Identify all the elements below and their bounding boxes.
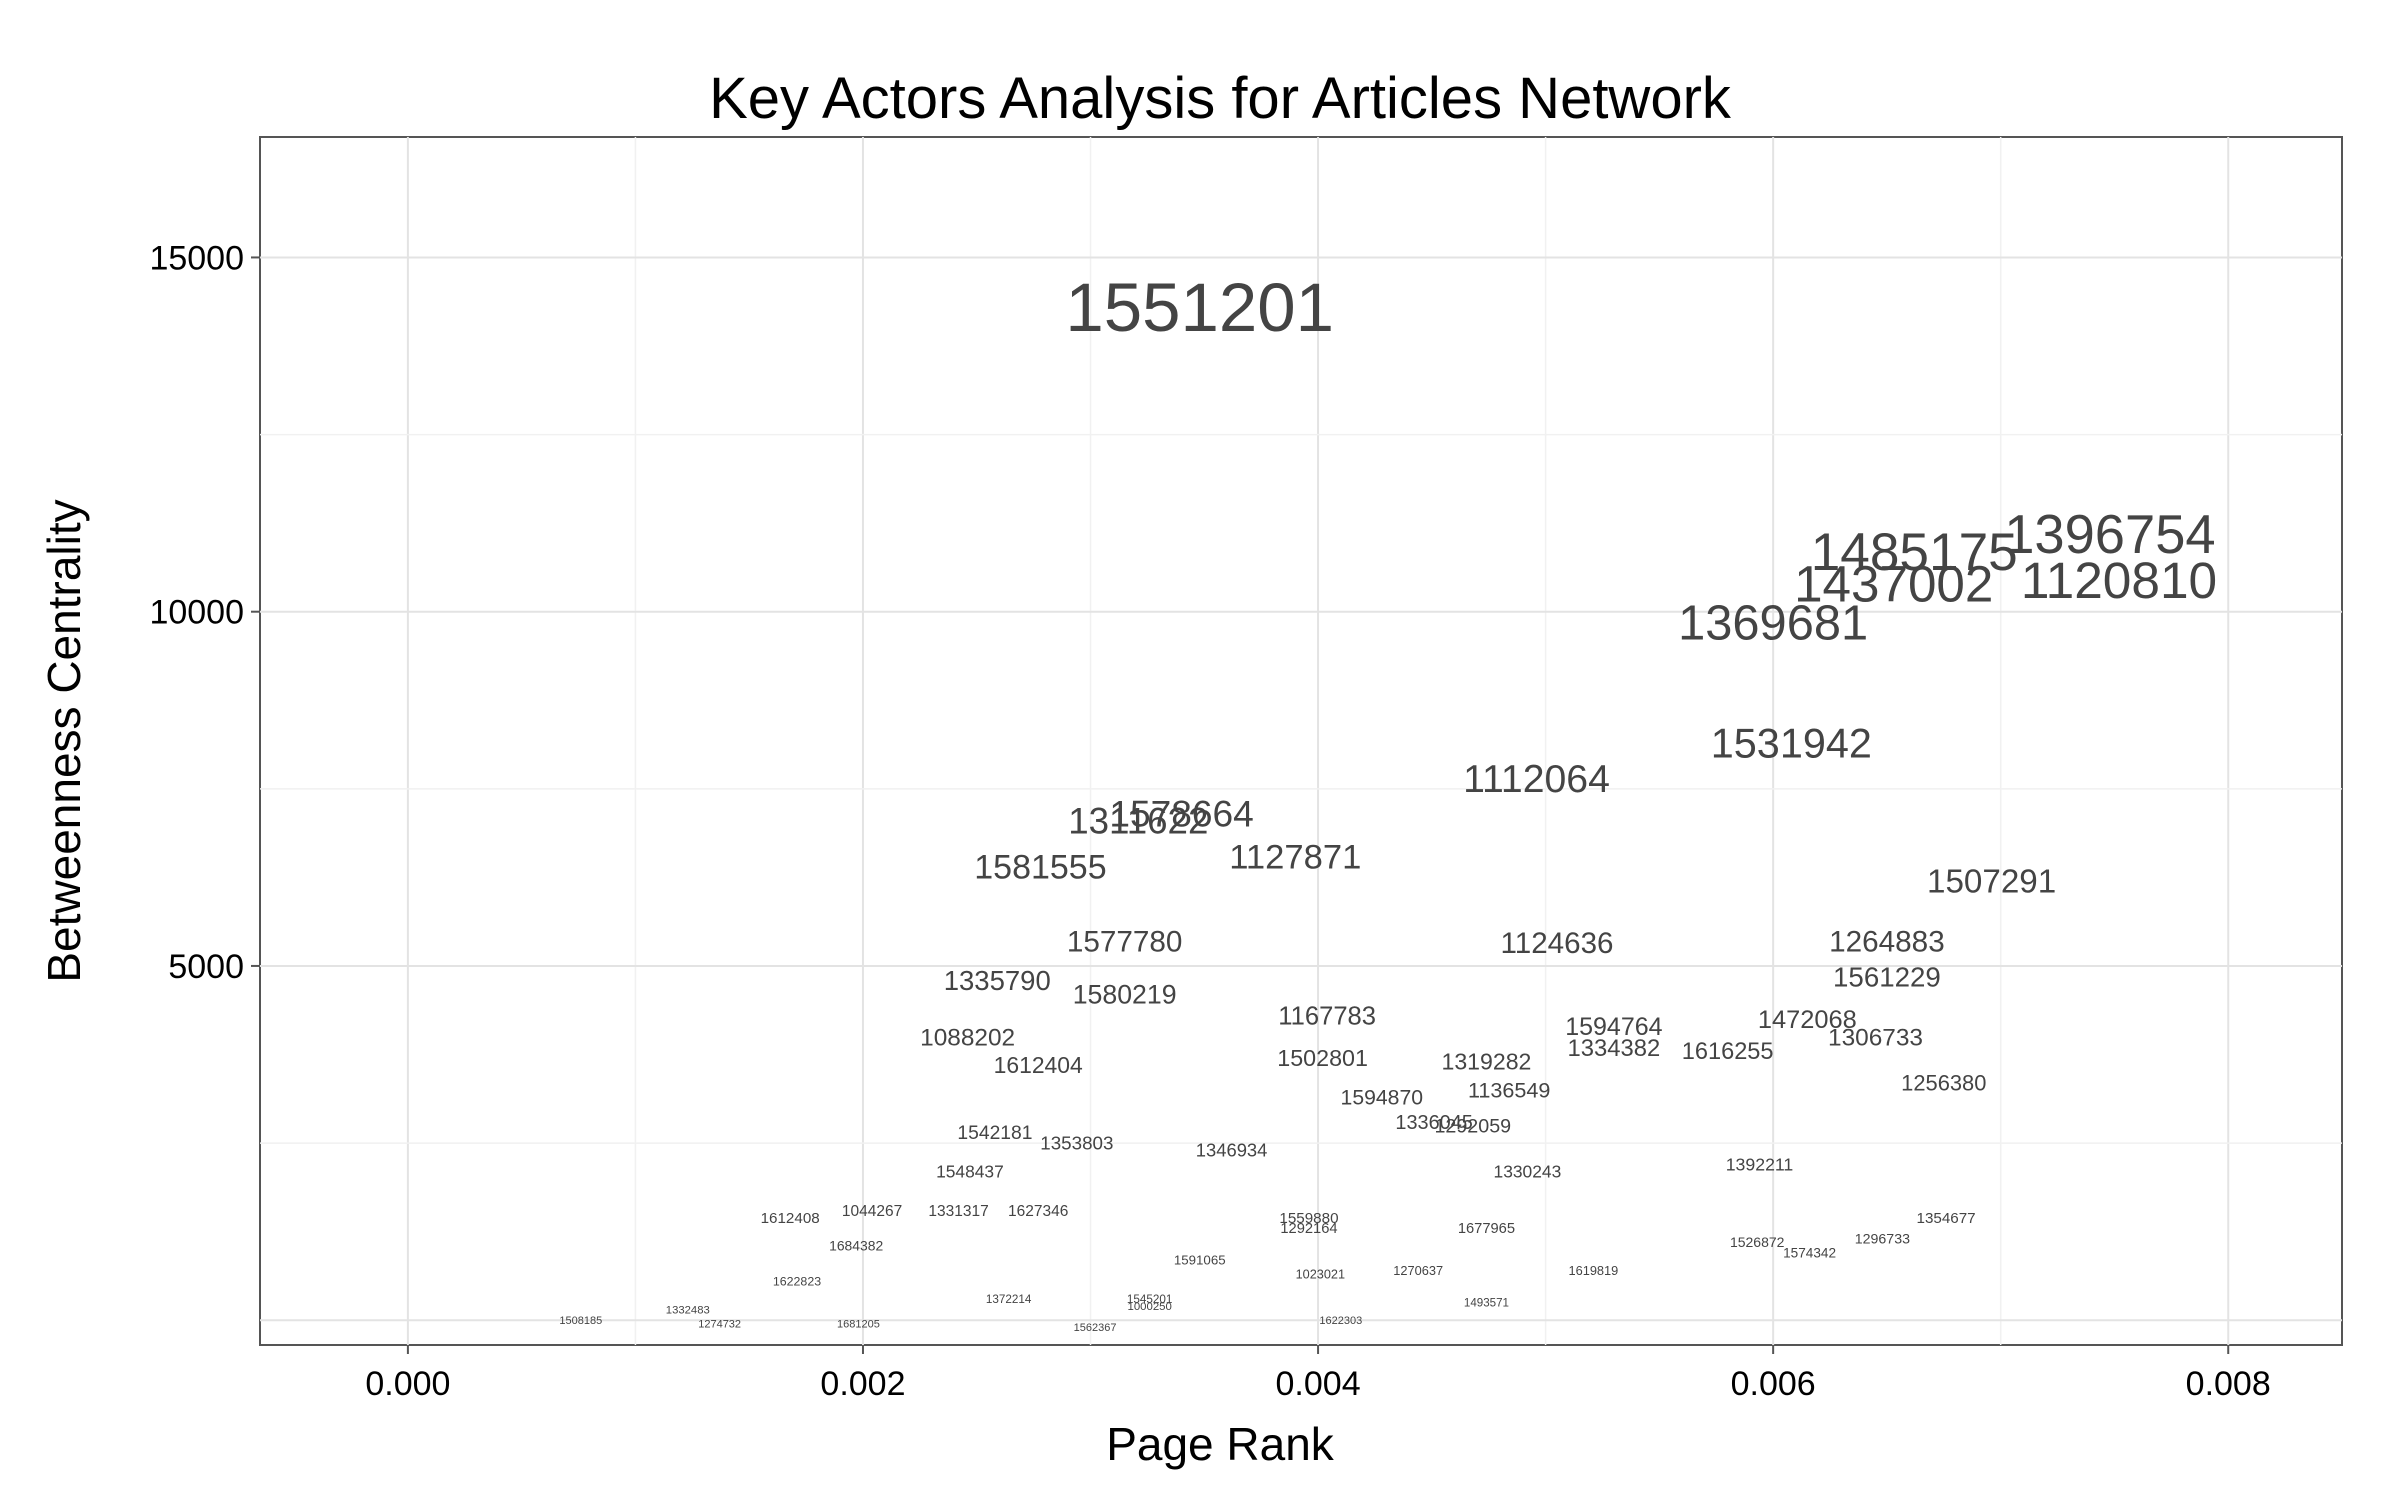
point-label: 1591065 <box>1174 1253 1226 1268</box>
point-label: 1545201 <box>1127 1293 1173 1306</box>
point-label: 1346934 <box>1196 1140 1268 1161</box>
point-label: 1311622 <box>1068 801 1208 842</box>
y-tick-label: 15000 <box>149 239 244 277</box>
point-label: 1580219 <box>1073 980 1177 1010</box>
y-axis: 5000 10000 15000 <box>149 239 260 986</box>
point-label: 1372214 <box>986 1293 1032 1306</box>
point-label: 1127871 <box>1229 838 1361 876</box>
grid-lines <box>260 137 2342 1345</box>
point-label: 1256380 <box>1901 1071 1986 1096</box>
point-label: 1334382 <box>1568 1035 1661 1062</box>
y-axis-title: Betweenness Centrality <box>38 499 90 982</box>
point-label: 1023021 <box>1296 1268 1345 1282</box>
point-label: 1306733 <box>1828 1024 1923 1051</box>
point-label: 1472068 <box>1758 1006 1857 1034</box>
point-label: 1681205 <box>837 1319 880 1331</box>
point-label: 1502801 <box>1277 1045 1368 1071</box>
point-label: 1392211 <box>1726 1155 1794 1175</box>
x-tick-label: 0.008 <box>2186 1365 2271 1403</box>
point-label: 1551201 <box>1065 269 1334 346</box>
point-label: 1330243 <box>1494 1162 1562 1182</box>
x-tick-label: 0.006 <box>1731 1365 1816 1403</box>
point-label: 1577780 <box>1067 926 1183 959</box>
point-label: 1559880 <box>1279 1210 1338 1227</box>
point-label: 1332483 <box>666 1305 710 1317</box>
point-label: 1044267 <box>842 1203 902 1220</box>
point-label: 1296733 <box>1855 1232 1910 1248</box>
point-label: 1526872 <box>1730 1234 1785 1250</box>
point-label: 1369681 <box>1678 596 1868 650</box>
y-tick-label: 5000 <box>168 948 244 986</box>
point-label: 1677965 <box>1458 1221 1515 1237</box>
x-axis: 0.000 0.002 0.004 0.006 0.008 <box>365 1345 2271 1403</box>
point-label: 1612404 <box>994 1052 1083 1078</box>
x-tick-label: 0.002 <box>820 1365 905 1403</box>
x-axis-title: Page Rank <box>1106 1418 1335 1470</box>
point-label: 1542181 <box>957 1123 1032 1144</box>
point-label: 1508185 <box>559 1315 602 1327</box>
point-label: 1292164 <box>1280 1221 1337 1237</box>
point-label: 1493571 <box>1464 1297 1509 1310</box>
point-label: 1562367 <box>1074 1322 1117 1334</box>
x-tick-label: 0.004 <box>1276 1365 1361 1403</box>
chart-title: Key Actors Analysis for Articles Network <box>709 66 1732 131</box>
point-label: 1354677 <box>1917 1210 1976 1227</box>
point-label: 1437002 <box>1794 555 1993 612</box>
point-label: 1331317 <box>928 1203 988 1220</box>
point-label: 1274732 <box>698 1319 741 1331</box>
point-label: 1561229 <box>1833 961 1941 992</box>
point-label: 1485175 <box>1811 523 2018 582</box>
point-label: 1616255 <box>1682 1039 1774 1065</box>
point-label: 1612408 <box>761 1210 820 1227</box>
point-label: 1264883 <box>1829 926 1945 959</box>
point-label: 1594870 <box>1341 1086 1423 1109</box>
point-label: 1594764 <box>1565 1013 1662 1041</box>
point-label: 1684382 <box>829 1238 883 1254</box>
point-label: 1396754 <box>2004 504 2215 565</box>
point-label: 1270637 <box>1393 1263 1443 1278</box>
point-label: 1088202 <box>920 1024 1015 1051</box>
point-label: 1581555 <box>974 849 1106 887</box>
point-label: 1167783 <box>1278 1002 1376 1030</box>
point-label: 1531942 <box>1711 720 1872 766</box>
point-label: 1548437 <box>936 1162 1004 1182</box>
x-tick-label: 0.000 <box>365 1365 450 1403</box>
point-label: 1622823 <box>773 1275 821 1289</box>
point-label: 1578664 <box>1109 793 1253 835</box>
point-label: 1124636 <box>1500 927 1613 960</box>
point-label: 1353803 <box>1040 1133 1113 1154</box>
point-label: 1120810 <box>2021 551 2217 609</box>
point-label: 1336045 <box>1395 1112 1472 1134</box>
point-label: 1619819 <box>1568 1263 1618 1278</box>
point-label: 1112064 <box>1463 758 1610 801</box>
point-label: 1335790 <box>944 965 1051 996</box>
point-label: 1136549 <box>1468 1077 1550 1102</box>
point-label: 1292059 <box>1434 1115 1511 1137</box>
point-label: 1319282 <box>1441 1049 1531 1075</box>
y-tick-label: 10000 <box>149 594 244 632</box>
point-label: 1000250 <box>1128 1301 1172 1313</box>
point-label: 1574342 <box>1783 1246 1836 1261</box>
point-label: 1627346 <box>1008 1203 1068 1220</box>
point-label: 1622303 <box>1319 1315 1362 1327</box>
point-label: 1507291 <box>1927 864 2056 901</box>
